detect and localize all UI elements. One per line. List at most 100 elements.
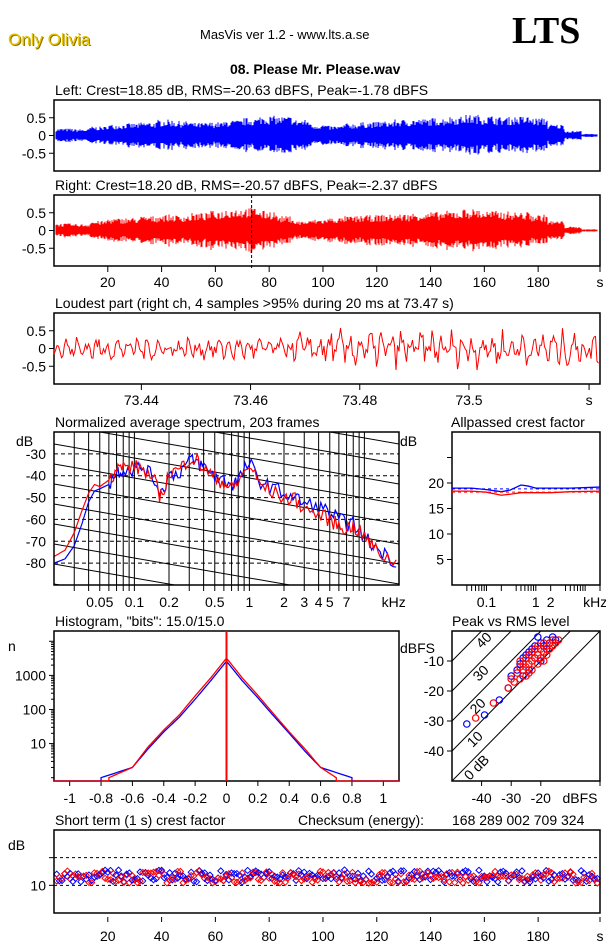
histogram-ytick-label: 100	[23, 701, 47, 717]
checksum-label: Checksum (energy):	[298, 812, 425, 828]
short-term-point-right	[520, 877, 529, 885]
allpassed-ytick-label: 15	[428, 501, 444, 517]
short-term-point-right	[515, 876, 524, 884]
short-term-point-right	[147, 869, 155, 877]
histogram-xtick-label: 0.8	[342, 790, 362, 806]
short-term-point-left	[104, 868, 112, 877]
short-term-point-right	[418, 874, 427, 882]
spectrum-ytick-label: -60	[26, 511, 46, 527]
left-waveform-ytick-label: -0.5	[22, 145, 46, 161]
short-term-point-right	[276, 879, 284, 887]
short-term-point-left	[295, 866, 303, 875]
histogram-title: Histogram, "bits": 15.0/15.0	[55, 613, 225, 629]
short-term-point-right	[467, 872, 475, 881]
short-term-point-left	[448, 872, 456, 880]
peak-rms-diagonal-label: 10	[464, 728, 486, 750]
short-term-point-left	[531, 875, 540, 883]
short-term-point-right	[440, 875, 448, 884]
short-term-point-right	[451, 878, 459, 887]
allpassed-ylabel: dB	[400, 433, 417, 449]
peak-rms-diagonal	[452, 631, 512, 692]
short-term-point-left	[483, 877, 491, 886]
short-term-point-right	[386, 878, 394, 887]
short-term-point-left	[319, 874, 327, 883]
short-term-point-right	[58, 874, 66, 883]
spectrum-ylabel: dB	[16, 433, 33, 449]
peak-rms-point-right	[489, 699, 498, 707]
short-term-point-left	[176, 872, 185, 880]
short-term-point-left	[378, 876, 386, 885]
short-term-point-right	[383, 873, 392, 882]
histogram-xtick-label: 0.4	[279, 790, 299, 806]
peak-rms-ytick-label: -20	[424, 683, 444, 699]
app-title: MasVis ver 1.2 - www.lts.a.se	[200, 27, 370, 42]
short-term-point-right	[133, 878, 142, 887]
lts-logo: LTS	[512, 10, 581, 52]
short-term-point-right	[327, 870, 335, 879]
peak-rms-point-left	[507, 672, 516, 680]
short-term-point-right	[262, 868, 271, 876]
short-term-point-left	[397, 867, 405, 875]
short-term-point-left	[580, 869, 588, 877]
peak-rms-point-right	[554, 636, 563, 644]
time-xtick-label: 40	[154, 274, 170, 290]
short-term-point-right	[475, 878, 483, 887]
short-term-point-right	[171, 875, 179, 884]
short-term-point-left	[494, 878, 502, 886]
short-term-point-right	[246, 874, 255, 882]
peak-rms-ylabel: dBFS	[400, 640, 435, 656]
allpassed-xtick-label: 0.1	[477, 594, 497, 610]
short-term-point-left	[437, 869, 446, 878]
spectrum-slope-line	[54, 463, 399, 525]
spectrum-xtick-label: 5	[326, 594, 334, 610]
short-term-point-left	[464, 868, 472, 876]
peak-rms-ytick-label: -10	[424, 653, 444, 669]
short-term-point-left	[564, 872, 572, 881]
histogram-xtick-label: -0.2	[183, 790, 207, 806]
peak-rms-xtick-label: dBFS	[562, 790, 597, 806]
loudest-xtick-label: 73.46	[233, 392, 268, 408]
short-term-point-right	[278, 869, 287, 877]
short-term-point-right	[456, 873, 464, 881]
time-xtick-label: 160	[473, 274, 497, 290]
short-term-point-left	[192, 878, 201, 886]
short-term-point-right	[459, 879, 467, 887]
right-waveform-ytick-label: -0.5	[22, 240, 46, 256]
spectrum-ytick-label: -40	[26, 468, 46, 484]
short-term-xtick-label: s	[597, 928, 604, 944]
short-term-point-left	[502, 869, 510, 877]
histogram-xtick-label: 0.6	[311, 790, 331, 806]
file-name: 08. Please Mr. Please.wav	[230, 61, 401, 77]
spectrum-xtick-label: 7	[343, 594, 351, 610]
short-term-ytick-label: 10	[30, 877, 46, 893]
short-term-point-right	[432, 873, 440, 881]
histogram-xtick-label: -0.8	[89, 790, 113, 806]
loudest-xtick-label: s	[586, 392, 593, 408]
allpassed-frame	[451, 431, 601, 586]
short-term-point-right	[238, 869, 246, 877]
histogram-xtick-label: -1	[63, 790, 76, 806]
short-term-point-left	[165, 869, 174, 877]
short-term-point-right	[149, 868, 158, 876]
short-term-point-right	[375, 870, 384, 879]
short-term-point-left	[394, 877, 402, 885]
allpassed-xtick-label: 2	[547, 594, 555, 610]
time-xtick-label: 140	[419, 274, 443, 290]
short-term-point-right	[136, 877, 144, 885]
short-term-point-left	[313, 871, 322, 880]
short-term-point-left	[114, 866, 123, 874]
spectrum-xtick-label: 1	[245, 594, 253, 610]
short-term-point-right	[176, 867, 185, 876]
short-term-point-right	[284, 874, 292, 882]
short-term-point-right	[496, 872, 505, 881]
peak-rms-diagonal-label: 40	[472, 629, 494, 651]
left-waveform-ytick-label: 0	[38, 128, 46, 144]
spectrum-xtick-label: 2	[280, 594, 288, 610]
short-term-point-right	[222, 872, 230, 880]
short-term-xtick-label: 80	[261, 928, 277, 944]
short-term-point-right	[319, 868, 327, 876]
short-term-point-right	[82, 871, 90, 880]
peak-rms-point-right	[516, 675, 524, 683]
spectrum-xtick-label: 4	[315, 594, 323, 610]
